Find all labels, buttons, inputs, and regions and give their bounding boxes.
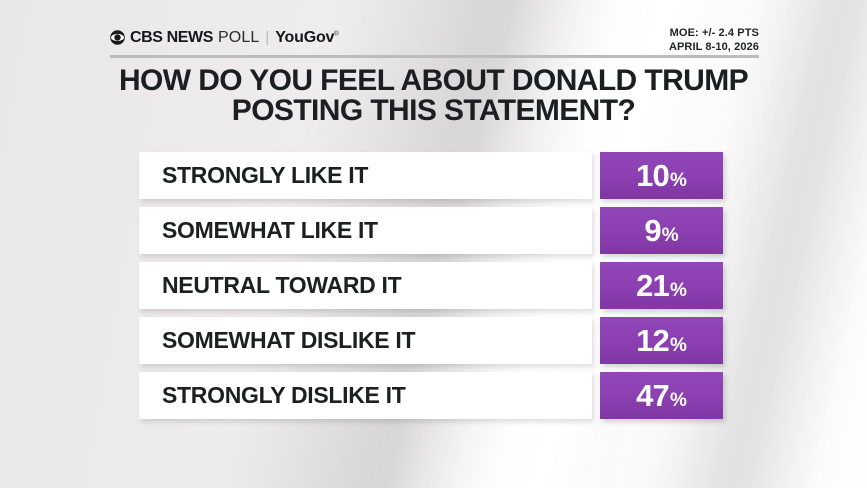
result-value-percent-sign: % [669, 390, 687, 411]
result-label-cell: STRONGLY DISLIKE IT [139, 372, 592, 419]
table-row: SOMEWHAT DISLIKE IT 12% [139, 317, 723, 364]
table-row: SOMEWHAT LIKE IT 9% [139, 207, 723, 254]
result-value-number: 47 [636, 378, 670, 413]
table-row: STRONGLY DISLIKE IT 47% [139, 372, 723, 419]
result-value-group: 10% [636, 160, 687, 191]
cbs-eye-icon [110, 30, 125, 45]
brand-network-label: CBS NEWS [130, 28, 214, 46]
header-divider [110, 55, 759, 58]
result-value-percent-sign: % [661, 225, 679, 246]
result-value-number: 21 [636, 268, 670, 303]
result-value-number: 10 [636, 158, 670, 193]
result-label-text: SOMEWHAT LIKE IT [162, 217, 378, 243]
page-title: HOW DO YOU FEEL ABOUT DONALD TRUMP POSTI… [0, 66, 867, 126]
result-value-cell: 10% [600, 152, 723, 199]
result-label-text: STRONGLY LIKE IT [162, 162, 369, 188]
page-title-line-2: POSTING THIS STATEMENT? [231, 94, 636, 127]
poll-metadata: MOE: +/- 2.4 PTS APRIL 8-10, 2026 [669, 26, 759, 54]
result-value-group: 12% [636, 325, 687, 356]
result-label-cell: SOMEWHAT LIKE IT [139, 207, 592, 254]
table-row: NEUTRAL TOWARD IT 21% [139, 262, 723, 309]
result-label-text: NEUTRAL TOWARD IT [162, 272, 402, 298]
field-dates-text: APRIL 8-10, 2026 [668, 41, 759, 53]
result-value-group: 9% [644, 215, 678, 246]
result-value-group: 47% [636, 380, 687, 411]
result-value-percent-sign: % [669, 335, 687, 356]
result-label-cell: SOMEWHAT DISLIKE IT [139, 317, 592, 364]
brand-separator: | [265, 29, 270, 46]
result-value-cell: 21% [600, 262, 723, 309]
result-value-percent-sign: % [669, 280, 687, 301]
result-label-text: SOMEWHAT DISLIKE IT [162, 327, 416, 353]
result-label-cell: NEUTRAL TOWARD IT [139, 262, 592, 309]
result-value-group: 21% [636, 270, 687, 301]
table-row: STRONGLY LIKE IT 10% [139, 152, 723, 199]
result-label-text: STRONGLY DISLIKE IT [162, 382, 406, 408]
page-title-line-1: HOW DO YOU FEEL ABOUT DONALD TRUMP [118, 64, 749, 97]
brand-lockup: CBS NEWS POLL | YouGov® [110, 28, 339, 46]
brand-poll-label: POLL [218, 28, 260, 46]
result-value-number: 9 [644, 213, 661, 248]
result-value-cell: 47% [600, 372, 723, 419]
result-value-cell: 9% [600, 207, 723, 254]
margin-of-error-text: MOE: +/- 2.4 PTS [669, 27, 759, 39]
result-value-number: 12 [636, 323, 670, 358]
header: CBS NEWS POLL | YouGov® MOE: +/- 2.4 PTS… [0, 0, 867, 60]
result-label-cell: STRONGLY LIKE IT [139, 152, 592, 199]
poll-results-table: STRONGLY LIKE IT 10% SOMEWHAT LIKE IT 9% NEU… [139, 152, 723, 419]
result-value-cell: 12% [600, 317, 723, 364]
brand-partner-label: YouGov® [275, 28, 339, 46]
result-value-percent-sign: % [669, 170, 687, 191]
